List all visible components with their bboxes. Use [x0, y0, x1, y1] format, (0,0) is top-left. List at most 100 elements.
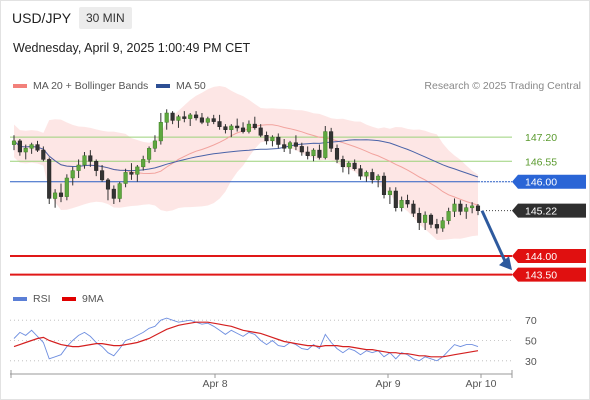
- candle-body: [164, 112, 169, 123]
- candle: [423, 211, 428, 230]
- candle-body: [29, 144, 34, 149]
- candle: [164, 109, 169, 130]
- candle: [23, 144, 28, 160]
- candle: [88, 150, 93, 167]
- level-label-147.20: 147.20: [525, 132, 557, 144]
- candle-body: [47, 159, 52, 199]
- candle: [428, 213, 434, 229]
- credit-text: Research © 2025 Trading Central: [424, 80, 581, 92]
- candle-body: [358, 168, 363, 177]
- candle: [64, 174, 69, 201]
- candle: [158, 113, 163, 145]
- candle-body: [223, 126, 228, 130]
- candle-body: [53, 192, 58, 199]
- level-label-145.22: 145.22: [525, 206, 557, 218]
- candle-body: [246, 123, 251, 132]
- candle: [387, 187, 392, 204]
- candle: [41, 146, 46, 162]
- candle: [147, 146, 152, 164]
- candle: [458, 200, 463, 216]
- candle-body: [434, 224, 439, 229]
- level-label-146.00: 146.00: [525, 177, 557, 189]
- candle: [194, 111, 199, 121]
- candle-body: [346, 162, 351, 168]
- candle-body: [376, 175, 381, 181]
- level-label-146.55: 146.55: [525, 156, 557, 168]
- candle: [182, 111, 187, 123]
- candle: [358, 165, 363, 180]
- bollinger-band-area: [14, 86, 478, 240]
- candle: [141, 155, 146, 171]
- candle: [334, 144, 340, 164]
- level-tag-146.00: [512, 174, 586, 189]
- candle-body: [141, 159, 146, 168]
- candle-body: [117, 183, 122, 199]
- candle-body: [41, 149, 46, 160]
- candle: [475, 204, 481, 216]
- candle-body: [152, 140, 157, 149]
- candle: [176, 114, 181, 128]
- candle-body: [182, 116, 187, 119]
- candle-body: [94, 161, 99, 171]
- candle-body: [475, 205, 481, 211]
- candle-body: [17, 140, 22, 153]
- candle-body: [399, 200, 404, 208]
- legend-rsi: RSI: [13, 293, 51, 305]
- candle-body: [217, 121, 222, 127]
- candle-body: [452, 203, 457, 212]
- candle-body: [235, 125, 240, 129]
- candle: [170, 111, 175, 125]
- candle-body: [76, 164, 81, 171]
- x-tick-label: Apr 9: [375, 378, 400, 390]
- candle-body: [340, 159, 345, 168]
- ma50-line: [13, 139, 479, 178]
- candle: [470, 202, 475, 214]
- candle: [434, 218, 439, 234]
- candle-body: [111, 188, 116, 199]
- candle: [464, 204, 469, 219]
- candle: [293, 135, 298, 151]
- candle-body: [252, 123, 257, 129]
- candle: [94, 159, 99, 177]
- candle-body: [470, 205, 475, 209]
- candle: [276, 133, 281, 149]
- candle: [258, 124, 263, 138]
- candle: [229, 124, 234, 138]
- legend-rsi-ma-label: 9MA: [82, 293, 104, 305]
- candle-body: [287, 142, 293, 149]
- candle: [217, 114, 222, 130]
- candle: [370, 168, 375, 184]
- candle: [264, 131, 269, 145]
- level-tag-144.00: [512, 249, 586, 263]
- forecast-arrow-head: [499, 256, 512, 271]
- timeframe-badge[interactable]: 30 MIN: [79, 7, 132, 29]
- candle: [317, 144, 322, 160]
- forecast-arrow-shaft: [480, 210, 507, 262]
- candle: [47, 157, 52, 204]
- candle-body: [35, 144, 40, 151]
- x-tick-label: Apr 8: [202, 378, 227, 390]
- candle: [270, 135, 275, 147]
- datetime-label: Wednesday, April 9, 2025 1:00:49 PM CET: [13, 41, 251, 55]
- candle-body: [405, 200, 410, 205]
- candle-body: [370, 172, 375, 181]
- candle-body: [240, 127, 246, 132]
- candle: [399, 196, 404, 212]
- candle-body: [211, 118, 216, 122]
- candle-body: [323, 131, 328, 158]
- candle: [417, 207, 422, 230]
- candle-body: [329, 131, 334, 149]
- candle-body: [188, 114, 193, 119]
- candle-body: [381, 175, 387, 195]
- candle-body: [393, 190, 398, 208]
- candle: [223, 124, 228, 134]
- candle: [76, 159, 81, 178]
- candle: [53, 189, 58, 208]
- candle: [17, 139, 22, 156]
- candle: [452, 198, 457, 217]
- candle-body: [317, 149, 322, 158]
- candle-body: [176, 116, 181, 121]
- candle-body: [135, 166, 140, 175]
- level-label-143.50: 143.50: [525, 270, 557, 282]
- candle: [29, 142, 34, 154]
